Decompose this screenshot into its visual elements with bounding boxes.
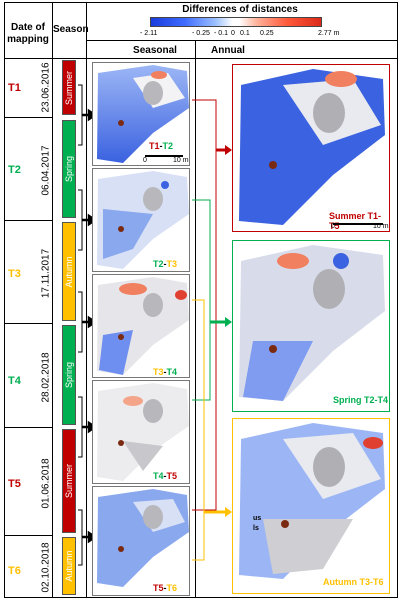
colorbar-tick: - 0.25 <box>192 30 210 37</box>
panel-label: T5-T6 <box>153 583 178 593</box>
colorbar-tick: 0.1 <box>240 30 250 37</box>
deformation-map <box>239 69 385 225</box>
scale-ten: 10 m <box>173 157 189 164</box>
deformation-map <box>97 65 189 163</box>
date-t2: 06.04.2017 <box>40 145 52 196</box>
time-label-t1: T1 <box>8 82 21 94</box>
time-label-t5: T5 <box>8 478 21 490</box>
panel-label: T4-T5 <box>153 471 178 481</box>
deformation-map <box>97 171 189 269</box>
scale-bar <box>333 223 383 225</box>
annual-header: Annual <box>211 45 245 56</box>
season-bar-summer-1: Summer <box>62 60 76 115</box>
time-label-t6: T6 <box>8 565 21 577</box>
annual-panel-spring: Spring T2-T4 <box>232 240 390 412</box>
seasonal-header: Seasonal <box>133 45 177 56</box>
colorbar <box>150 17 322 27</box>
divider-season-maps <box>86 2 87 598</box>
row-sep <box>4 427 52 428</box>
time-label-t4: T4 <box>8 375 21 387</box>
divider-seasonal-annual <box>195 40 196 598</box>
annual-label: Spring T2-T4 <box>333 395 389 405</box>
scale-zero: 0 <box>331 223 335 230</box>
date-t4: 28.02.2018 <box>40 352 52 403</box>
row-sep <box>4 220 52 221</box>
colorbar-tick: - 0.1 <box>214 30 229 37</box>
annual-panel-summer: Summer T1-T5 0 10 m <box>232 64 390 232</box>
date-column-header: Date of mapping <box>7 22 49 45</box>
date-t1: 23.06.2016 <box>40 62 52 113</box>
scale-zero: 0 <box>143 157 147 164</box>
deformation-map <box>239 245 385 401</box>
colorbar-tick: 2.77 m <box>318 30 340 37</box>
panel-label: T2-T3 <box>153 259 178 269</box>
deformation-map <box>97 489 189 587</box>
row-sep <box>4 117 52 118</box>
seasonal-panel-t1-t2: T1-T2 0 10 m <box>92 62 190 166</box>
season-bar-spring-1: Spring <box>62 120 76 218</box>
annual-label: Summer T1-T5 <box>329 211 382 231</box>
season-bar-summer-2: Summer <box>62 429 76 533</box>
annotation-us: us <box>253 515 262 522</box>
divider-date-season <box>52 2 53 598</box>
deformation-map <box>239 423 385 579</box>
scale-ten: 10 m <box>373 223 389 230</box>
date-t5: 01.06.2018 <box>40 458 52 509</box>
subheader-line <box>86 40 398 41</box>
season-bar-autumn-2: Autumn <box>62 537 76 595</box>
panel-label: T3-T4 <box>153 367 178 377</box>
colorbar-title: Differences of distances <box>182 4 298 15</box>
date-t3: 17.11.2017 <box>40 248 52 299</box>
season-bar-autumn-1: Autumn <box>62 222 76 321</box>
time-label-t3: T3 <box>8 268 21 280</box>
time-label-t2: T2 <box>8 164 21 176</box>
annotation-ls: ls <box>253 525 259 532</box>
annual-label: Autumn T3-T6 <box>323 577 384 587</box>
seasonal-panel-t3-t4: T3-T4 <box>92 274 190 378</box>
annual-panel-autumn: us ls Autumn T3-T6 <box>232 418 390 594</box>
date-t6: 02.10.2018 <box>40 542 52 593</box>
colorbar-tick: 0.25 <box>260 30 274 37</box>
seasonal-panel-t5-t6: T5-T6 <box>92 486 190 596</box>
annual-connectors <box>192 99 232 561</box>
row-sep <box>4 323 52 324</box>
figure-frame <box>4 2 398 598</box>
season-bar-spring-2: Spring <box>62 325 76 425</box>
season-column-header: Season <box>53 24 89 35</box>
deformation-map <box>97 383 189 481</box>
deformation-map <box>97 277 189 375</box>
scale-bar <box>145 155 183 157</box>
colorbar-tick: - 2.11 <box>140 30 158 37</box>
seasonal-panel-t4-t5: T4-T5 <box>92 380 190 484</box>
panel-label: T1-T2 <box>149 141 174 151</box>
colorbar-tick: 0 <box>231 30 235 37</box>
seasonal-panel-t2-t3: T2-T3 <box>92 168 190 272</box>
row-sep <box>4 535 52 536</box>
header-bottom-line <box>4 58 398 59</box>
